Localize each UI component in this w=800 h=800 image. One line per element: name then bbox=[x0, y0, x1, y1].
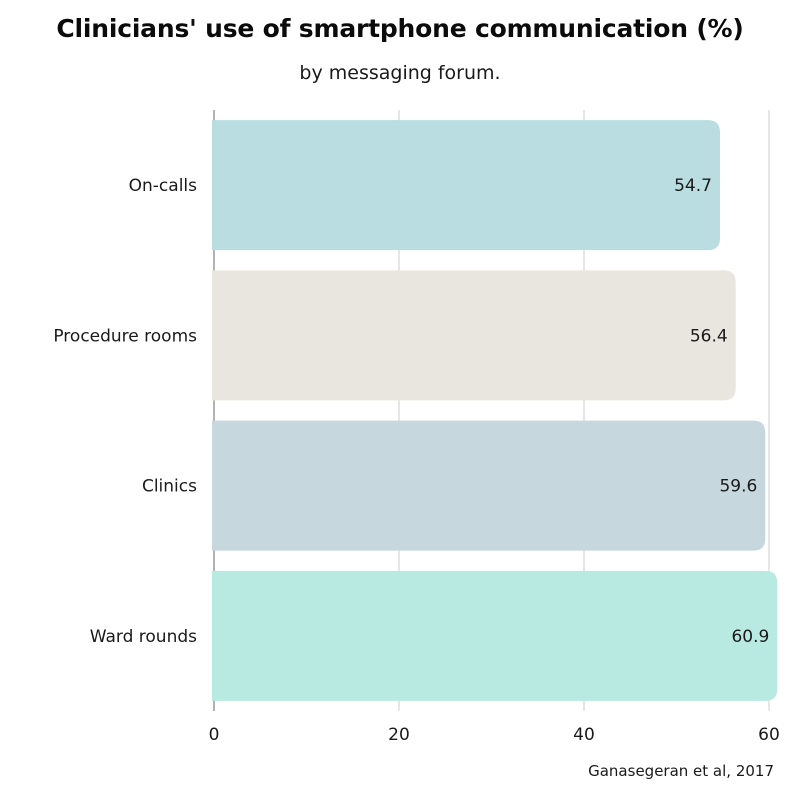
category-label: Clinics bbox=[142, 477, 197, 497]
x-tick-label: 0 bbox=[209, 725, 220, 745]
category-label: Ward rounds bbox=[90, 627, 197, 647]
value-label: 54.7 bbox=[674, 176, 712, 196]
value-label: 59.6 bbox=[719, 477, 757, 497]
bar-chart: On-calls 54.7 Procedure rooms 56.4 Clinics 59… bbox=[53, 110, 780, 745]
source-note: Ganasegeran et al, 2017 bbox=[588, 762, 774, 780]
chart-title: Clinicians' use of smartphone communicat… bbox=[56, 14, 744, 43]
x-tick-label: 40 bbox=[573, 725, 595, 745]
bar-procedure-rooms[interactable] bbox=[212, 270, 736, 401]
bar-clinics[interactable] bbox=[212, 420, 766, 551]
value-label: 60.9 bbox=[731, 627, 769, 647]
chart-subtitle: by messaging forum. bbox=[299, 62, 501, 84]
x-tick-label: 20 bbox=[388, 725, 410, 745]
x-tick-label: 60 bbox=[758, 725, 780, 745]
bar-on-calls[interactable] bbox=[212, 120, 720, 251]
category-label: On-calls bbox=[129, 176, 198, 196]
value-label: 56.4 bbox=[690, 326, 728, 346]
bar-ward-rounds[interactable] bbox=[212, 570, 778, 701]
category-label: Procedure rooms bbox=[53, 326, 197, 346]
